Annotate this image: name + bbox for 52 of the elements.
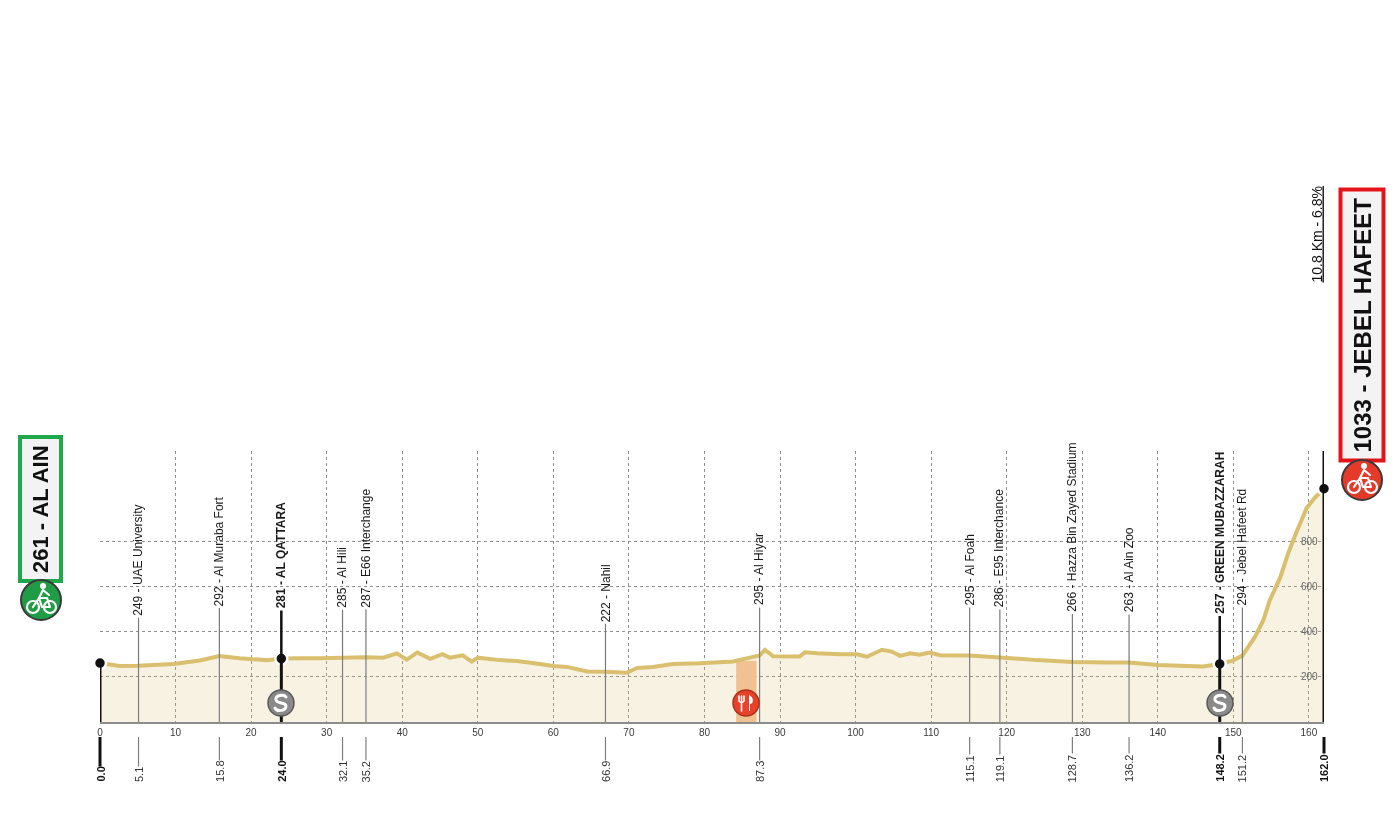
- annotation: 222 - Nahil: [598, 564, 613, 623]
- x-tick-label: 100: [847, 727, 865, 738]
- ref-line-label: 115.1: [964, 755, 977, 783]
- x-tick-label: 160: [1300, 727, 1318, 738]
- x-tick-label: 70: [623, 727, 635, 738]
- text: 1033 - JEBEL HAFEET: [1348, 197, 1376, 453]
- ref-line-label: 87.3: [754, 760, 767, 783]
- annotation: 295 - Al Hiyar: [752, 532, 767, 605]
- text: 10.8 Km - 6.8%: [1308, 186, 1325, 283]
- x-tick-label: 40: [396, 727, 409, 738]
- annotation: 294 - Jebel Hafeet Rd: [1235, 488, 1250, 606]
- annotation: 295 - Al Foah: [962, 534, 977, 606]
- x-tick-label: 120: [998, 727, 1016, 738]
- ref-line-label: 15.8: [213, 760, 226, 782]
- annotation: 266 - Hazza Bin Zayed Stadium: [1064, 442, 1079, 612]
- x-tick-label: 150: [1224, 727, 1243, 738]
- y-tick-label: 200: [1301, 671, 1319, 683]
- x-tick-label: 130: [1073, 727, 1091, 738]
- annotation: 292 - Al Muraba Fort: [212, 496, 227, 607]
- ref-line-label: 136.2: [1123, 754, 1136, 783]
- ref-line-label: 24.0: [275, 760, 288, 782]
- x-tick-label: 30: [321, 727, 333, 738]
- x-tick-label: 20: [245, 727, 258, 738]
- ref-line-label: 32.1: [337, 760, 350, 783]
- ref-line-label: 66.9: [599, 760, 612, 782]
- text: 261 - AL AIN: [28, 445, 53, 573]
- y-tick-label: 600: [1301, 581, 1319, 592]
- x-tick-label: 80: [698, 727, 711, 738]
- annotation: 285 - Al Hili: [335, 546, 350, 608]
- annotation: 281 - AL QATTARA: [274, 501, 289, 609]
- x-tick-label: 10: [170, 727, 182, 738]
- y-tick-label: 400: [1301, 626, 1319, 638]
- x-tick-label: 60: [547, 727, 560, 738]
- ref-line-label: 151.2: [1236, 754, 1249, 783]
- y-tick-label: 800: [1301, 535, 1319, 547]
- annotation: 257 - GREEN MUBAZZARAH: [1212, 451, 1227, 614]
- ref-line-label: 0.0: [94, 766, 107, 782]
- x-tick-label: 90: [774, 727, 786, 738]
- ref-line-label: 128.7: [1066, 754, 1079, 783]
- ref-line-label: 5.1: [133, 766, 146, 783]
- ref-line-label: 35.2: [360, 761, 373, 783]
- ref-line-label: 162.0: [1318, 754, 1330, 782]
- annotation: 286 - E95 Interchance: [992, 488, 1007, 608]
- ref-line-label: 119.1: [994, 755, 1007, 783]
- x-tick-label: 140: [1149, 727, 1167, 738]
- ref-line-label: 148.2: [1213, 754, 1226, 782]
- x-tick-label: 50: [472, 727, 484, 738]
- annotation: 249 - UAE University: [131, 504, 146, 616]
- x-tick-label: 110: [923, 727, 940, 738]
- x-tick-label: 0: [97, 727, 104, 738]
- annotation: 287 - E66 Interchange: [359, 488, 374, 608]
- annotation: 263 - Al Ain Zoo: [1121, 527, 1136, 613]
